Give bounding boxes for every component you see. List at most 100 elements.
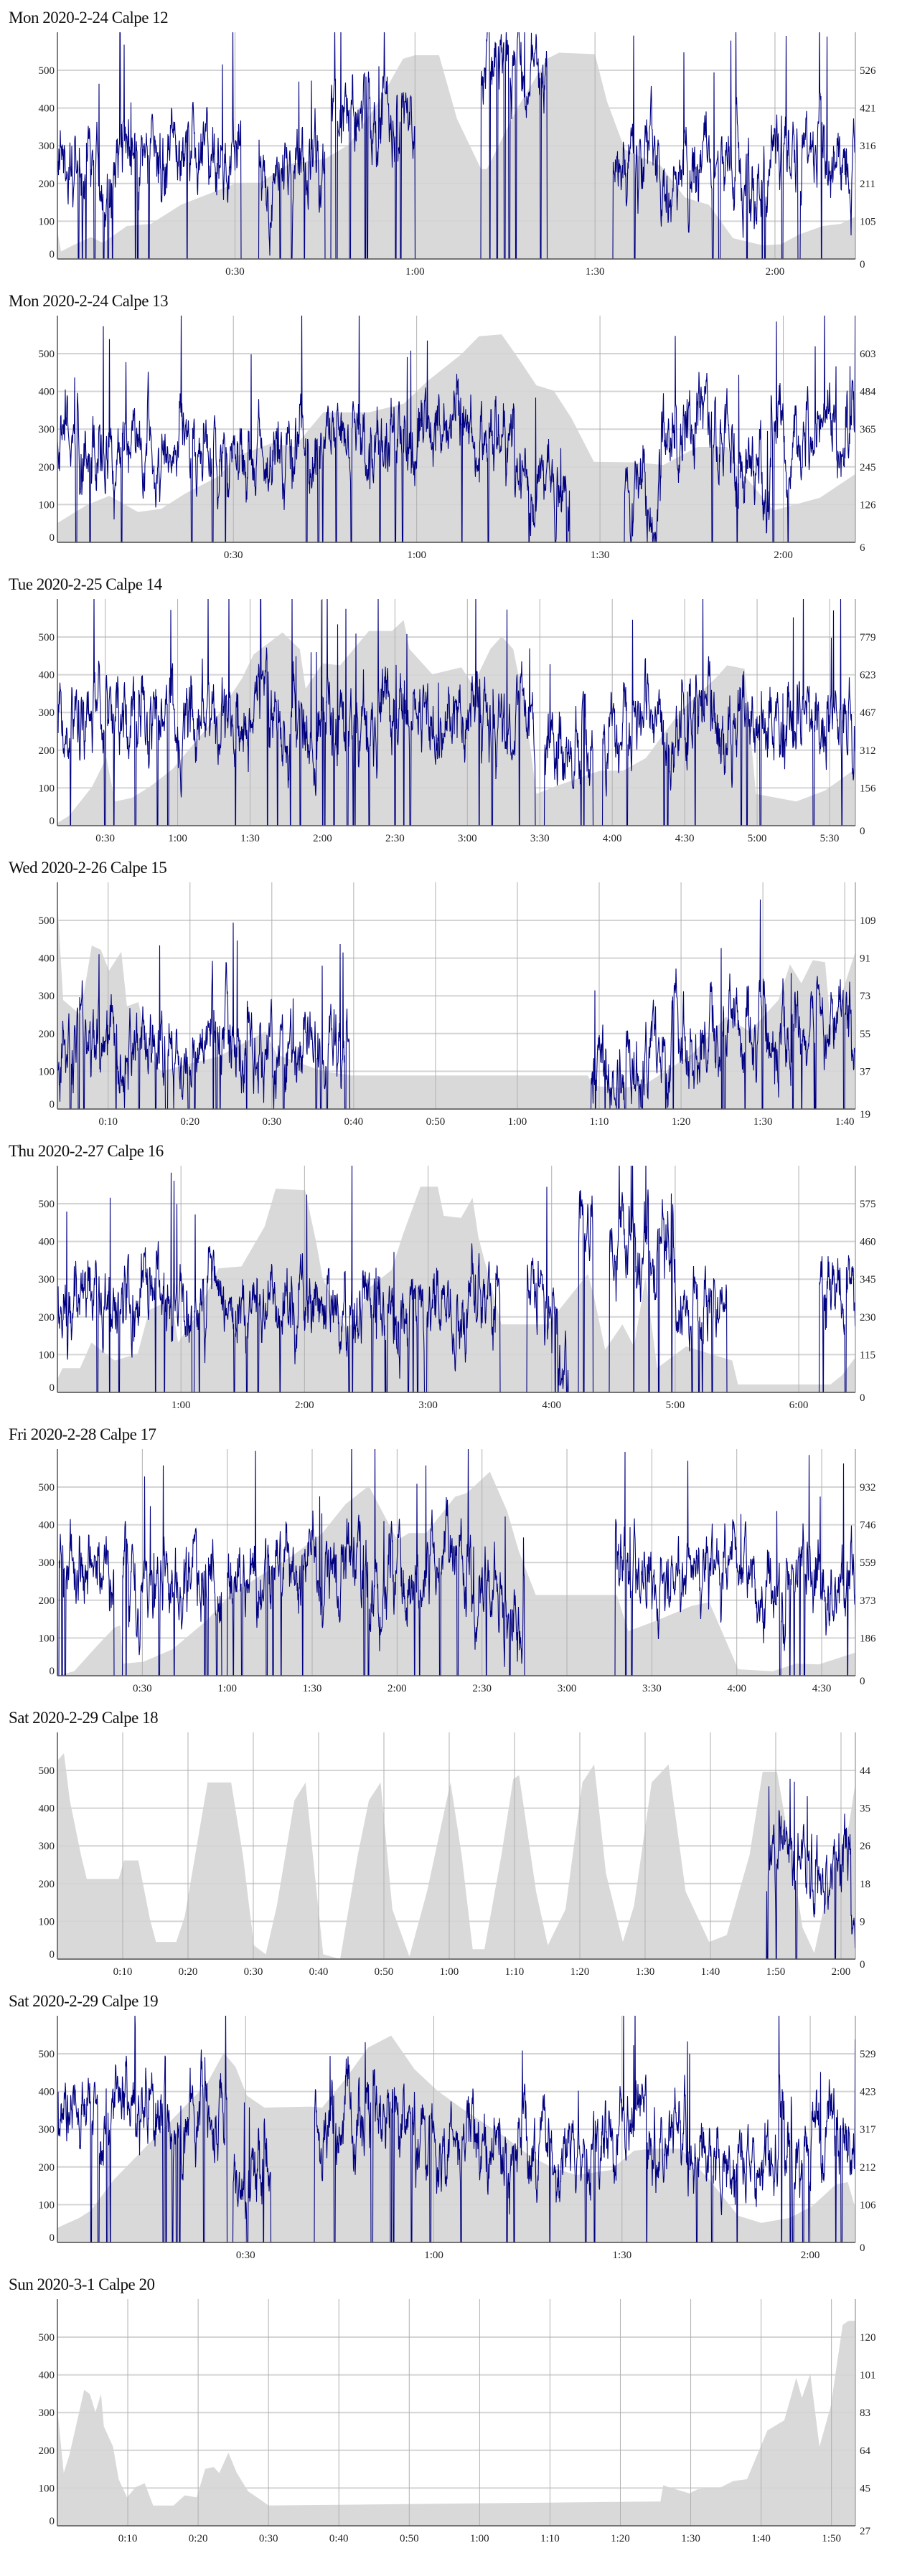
- x-tick-label: 1:20: [611, 2533, 630, 2544]
- x-tick-label: 1:40: [701, 1966, 720, 1978]
- left-axis-label: 100: [39, 783, 55, 794]
- right-axis-label: 317: [860, 2124, 876, 2136]
- left-axis-label: 500: [39, 2332, 55, 2344]
- chart-panel: Sun 2020-3-1 Calpe 20 0:10 0:20 0:30 0:40 0:5…: [0, 2267, 897, 2550]
- x-tick-label: 1:10: [540, 2533, 560, 2544]
- elevation-area: [58, 2321, 855, 2526]
- x-tick-label: 3:30: [642, 1683, 662, 1694]
- right-axis-label: 120: [860, 2332, 876, 2344]
- x-tick-label: 1:00: [407, 549, 426, 561]
- right-axis-label: 106: [860, 2199, 876, 2211]
- left-axis-label: 400: [39, 103, 55, 115]
- right-axis-label: 460: [860, 1237, 876, 1248]
- x-tick-label: 0:30: [225, 266, 245, 278]
- right-axis-label: 245: [860, 462, 876, 473]
- x-tick-label: 3:00: [458, 833, 477, 844]
- left-axis-label: 400: [39, 1803, 55, 1815]
- x-tick-label: 1:00: [424, 2250, 443, 2261]
- left-axis-label: 500: [39, 65, 55, 77]
- left-axis-label: 100: [39, 1349, 55, 1361]
- x-tick-label: 0:30: [259, 2533, 278, 2544]
- right-axis-label: 212: [860, 2162, 876, 2174]
- elevation-area: [57, 620, 855, 826]
- left-axis-label: 300: [39, 1274, 55, 1285]
- right-axis-label: 0: [860, 2242, 865, 2254]
- right-axis-label: 746: [860, 1520, 876, 1532]
- x-tick-label: 1:00: [168, 833, 187, 844]
- chart-svg: 0:10 0:20 0:30 0:40 0:50 1:00 1:10 1:20 1:30 1:40…: [39, 2299, 876, 2544]
- left-axis-label: 200: [39, 462, 55, 473]
- x-tick-label: 3:00: [418, 1400, 438, 1411]
- left-axis-label: 100: [39, 1633, 55, 1644]
- right-axis-label: 211: [860, 179, 875, 190]
- left-axis-label: 500: [39, 1199, 55, 1210]
- right-axis-label: 64: [860, 2445, 871, 2457]
- left-axis-label: 300: [39, 2124, 55, 2136]
- x-tick-label: 2:00: [766, 266, 785, 278]
- left-axis-label: 0: [50, 1949, 55, 1961]
- right-axis-label: 526: [860, 65, 876, 77]
- right-axis-label: 423: [860, 2087, 876, 2098]
- right-axis-label: 316: [860, 141, 876, 152]
- left-axis-label: 400: [39, 2370, 55, 2382]
- x-tick-label: 0:10: [118, 2533, 138, 2544]
- right-axis-label: 345: [860, 1274, 876, 1285]
- power-line: [57, 32, 855, 259]
- power-line: [57, 1166, 855, 1392]
- elevation-area: [57, 1753, 855, 1959]
- power-line: [57, 1449, 855, 1676]
- right-axis-label: 575: [860, 1199, 876, 1210]
- x-tick-label: 0:30: [95, 833, 115, 844]
- x-tick-label: 1:30: [636, 1966, 655, 1978]
- x-tick-label: 1:10: [590, 1116, 609, 1128]
- chart-title: Wed 2020-2-26 Calpe 15: [9, 859, 167, 877]
- x-tick-label: 1:50: [766, 1966, 786, 1978]
- x-tick-label: 1:00: [172, 1400, 191, 1411]
- right-axis-label: 932: [860, 1482, 876, 1494]
- right-axis-label: 44: [860, 1765, 871, 1777]
- left-axis-label: 0: [50, 816, 55, 827]
- x-tick-label: 2:00: [832, 1966, 851, 1978]
- right-axis-label: 6: [860, 542, 865, 554]
- left-axis-label: 500: [39, 915, 55, 927]
- chart-svg: 0:30 1:00 1:30 2:00 0 100 200 300 400 500 6 126 245 3…: [39, 316, 876, 561]
- right-axis-label: 37: [860, 1066, 871, 1077]
- x-tick-label: 3:30: [530, 833, 550, 844]
- x-tick-label: 0:30: [133, 1683, 152, 1694]
- right-axis-label: 0: [860, 1676, 865, 1687]
- left-axis-label: 300: [39, 424, 55, 435]
- right-axis-label: 156: [860, 783, 876, 794]
- left-axis-label: 200: [39, 2162, 55, 2174]
- chart-panel: Sat 2020-2-29 Calpe 19 0:30 1:00 1:30 2:00 0 1…: [0, 1983, 897, 2267]
- chart-svg: 0:30 1:00 1:30 2:00 0 100 200 300 400 500 0 106 212 3…: [39, 2016, 876, 2261]
- x-tick-label: 1:00: [217, 1683, 237, 1694]
- x-tick-label: 4:00: [542, 1400, 561, 1411]
- left-axis-label: 300: [39, 1841, 55, 1852]
- chart-title: Mon 2020-2-24 Calpe 12: [9, 9, 169, 27]
- x-tick-label: 0:40: [309, 1966, 329, 1978]
- x-tick-label: 6:00: [789, 1400, 809, 1411]
- right-axis-label: 467: [860, 707, 876, 719]
- left-axis-label: 300: [39, 2407, 55, 2419]
- x-tick-label: 1:40: [835, 1116, 855, 1128]
- right-axis-label: 230: [860, 1312, 876, 1324]
- left-axis-label: 0: [50, 532, 55, 544]
- x-tick-label: 0:30: [262, 1116, 281, 1128]
- left-axis-label: 0: [50, 2232, 55, 2244]
- x-tick-label: 1:00: [440, 1966, 459, 1978]
- x-tick-label: 4:00: [727, 1683, 746, 1694]
- right-axis-label: 603: [860, 349, 876, 360]
- right-axis-label: 186: [860, 1633, 876, 1644]
- left-axis-label: 200: [39, 1029, 55, 1040]
- left-axis-label: 300: [39, 991, 55, 1002]
- left-axis-label: 400: [39, 953, 55, 965]
- chart-title: Thu 2020-2-27 Calpe 16: [9, 1142, 164, 1160]
- x-tick-label: 2:00: [801, 2250, 820, 2261]
- x-tick-label: 0:20: [179, 1966, 198, 1978]
- x-tick-label: 0:50: [400, 2533, 419, 2544]
- power-line: [57, 899, 855, 1109]
- x-tick-label: 1:00: [508, 1116, 527, 1128]
- x-tick-label: 4:30: [812, 1683, 832, 1694]
- left-axis-label: 400: [39, 670, 55, 681]
- right-axis-label: 373: [860, 1595, 876, 1607]
